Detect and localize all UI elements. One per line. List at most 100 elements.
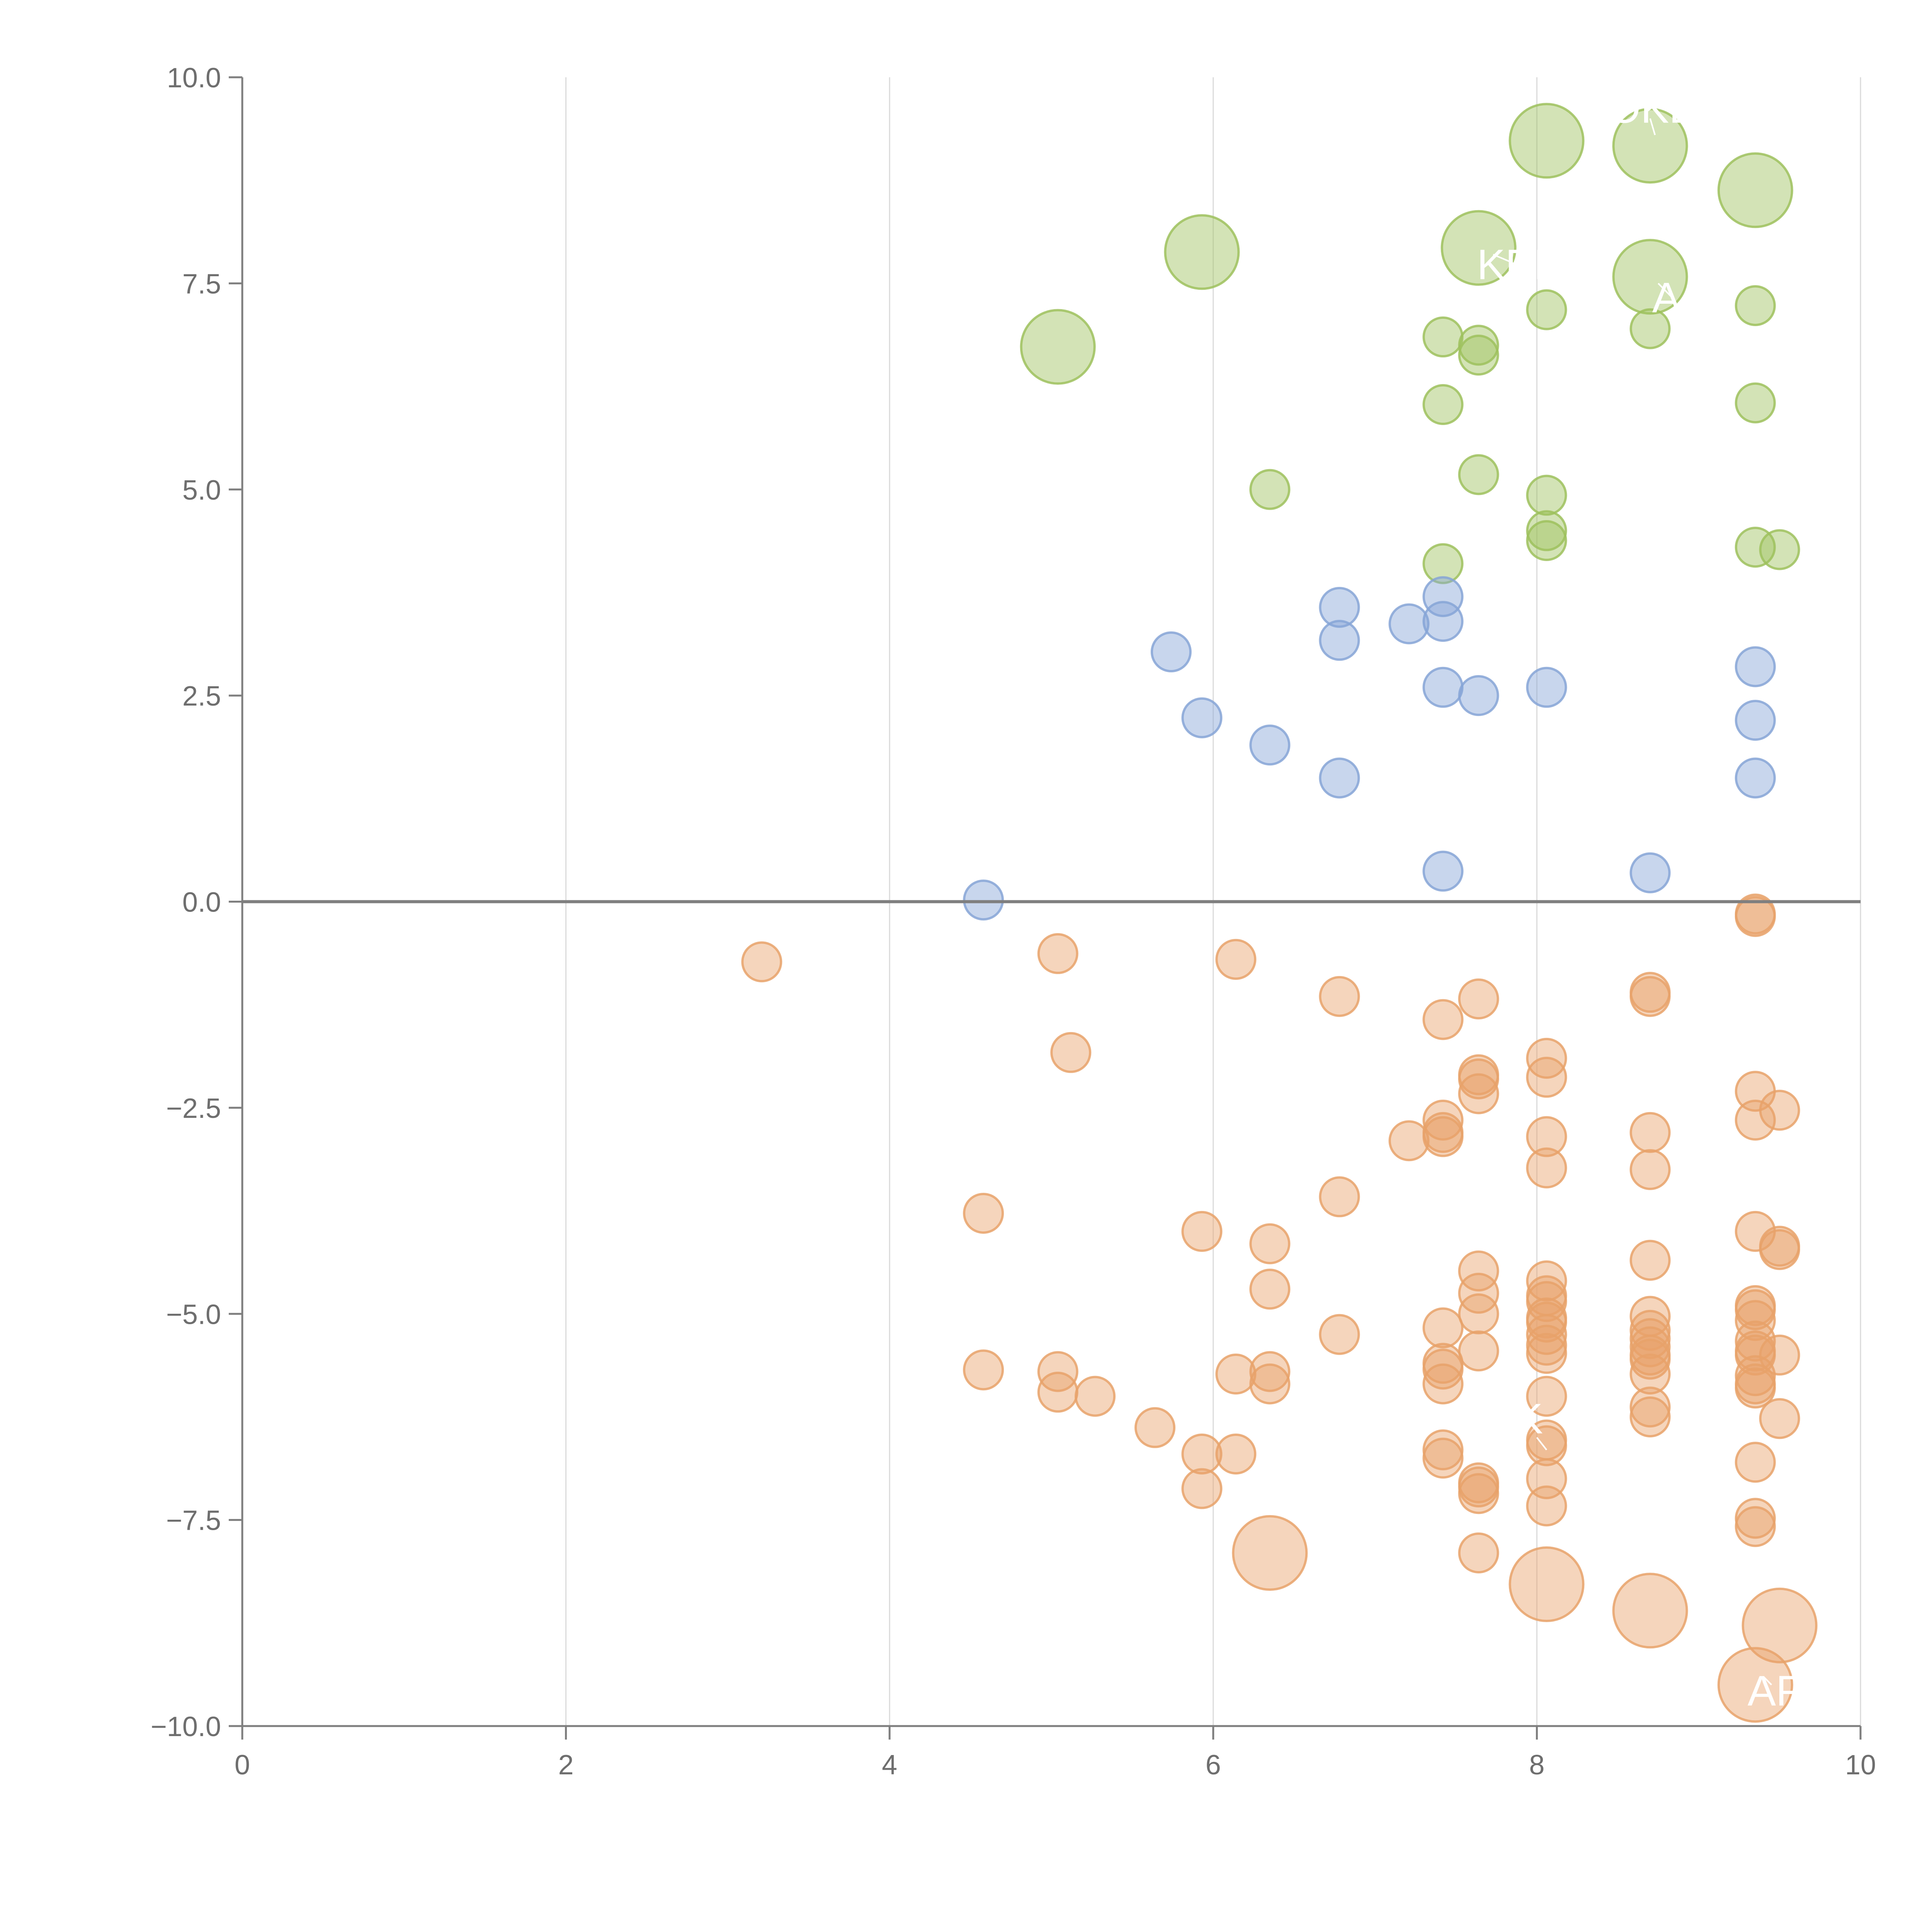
annotation-label: A: [1652, 274, 1681, 321]
axes: 0 2 4 6 8 10 −10.0 −7.5 −5.0 −2.5 0.0 2.5 5.0 7.5 10.0: [151, 63, 1876, 1781]
x-tick-label: 8: [1529, 1750, 1544, 1781]
orange-point: [1181, 1433, 1223, 1475]
orange-point: [1134, 1407, 1176, 1448]
orange-point: [1249, 1363, 1291, 1405]
green-point: [1612, 239, 1688, 315]
x-tick-label: 2: [558, 1750, 574, 1781]
green-point: [1458, 325, 1499, 366]
orange-point: [1629, 1396, 1671, 1437]
blue-point: [1629, 852, 1671, 893]
orange-point: [1215, 1433, 1257, 1475]
green-point: [1526, 510, 1567, 551]
blue-point: [1150, 631, 1192, 673]
orange-point: [1629, 1386, 1671, 1428]
orange-point: [1458, 978, 1499, 1020]
green-point: [1422, 543, 1464, 584]
orange-point: [1735, 1289, 1776, 1330]
orange-point: [1422, 999, 1464, 1040]
orange-point: [1735, 1442, 1776, 1483]
orange-point: [1458, 1272, 1499, 1314]
orange-point: [1526, 1425, 1567, 1466]
blue-point: [1422, 576, 1464, 617]
annotation-leader: [1493, 253, 1513, 264]
orange-point: [1458, 1330, 1499, 1372]
orange-point: [1742, 1587, 1818, 1663]
orange-point: [1458, 1073, 1499, 1114]
orange-point: [1735, 1099, 1776, 1141]
orange-point: [1249, 1351, 1291, 1392]
blue-point: [1249, 724, 1291, 766]
orange-point: [1717, 1647, 1793, 1723]
x-tick-label: 0: [235, 1750, 250, 1781]
orange-point: [1759, 1229, 1800, 1270]
orange-point: [1215, 1353, 1257, 1395]
green-point: [1458, 334, 1499, 376]
orange-point: [1388, 1120, 1430, 1162]
green-point: [1249, 469, 1291, 510]
orange-point: [1422, 1099, 1464, 1141]
orange-point: [1037, 1371, 1078, 1413]
green-point: [1629, 308, 1671, 349]
orange-point: [1422, 1307, 1464, 1349]
blue-point: [1422, 601, 1464, 642]
annotation-leader: [1536, 1437, 1548, 1451]
green-point: [1422, 316, 1464, 358]
orange-point: [1422, 1349, 1464, 1390]
y-tick-label: −10.0: [151, 1711, 221, 1742]
orange-point: [1215, 939, 1257, 980]
blue-point: [1319, 620, 1360, 661]
y-tick-label: 2.5: [182, 681, 221, 712]
green-point: [1458, 454, 1499, 495]
green-point: [1612, 108, 1688, 184]
orange-point: [1458, 1058, 1499, 1100]
blue-point: [1422, 850, 1464, 892]
blue-point: [1458, 675, 1499, 716]
orange-point: [1037, 933, 1078, 974]
blue-point: [1735, 757, 1776, 799]
green-point: [1526, 289, 1567, 330]
orange-point: [1319, 1314, 1360, 1355]
orange-point: [1458, 1250, 1499, 1292]
orange-point: [1526, 1376, 1567, 1417]
orange-point: [1629, 1149, 1671, 1190]
blue-point: [1319, 587, 1360, 628]
orange-point: [1735, 1300, 1776, 1341]
orange-point: [1612, 1573, 1688, 1649]
orange-point: [1509, 1546, 1585, 1622]
green-point: [1735, 382, 1776, 423]
orange-point: [1422, 1437, 1464, 1479]
annotation-leader: [1658, 282, 1675, 301]
orange-point: [1526, 1147, 1567, 1189]
y-tick-label: −7.5: [166, 1505, 221, 1536]
y-tick-label: 0.0: [182, 887, 221, 918]
orange-point: [1458, 1532, 1499, 1573]
orange-point: [1735, 1506, 1776, 1547]
x-tick-label: 6: [1206, 1750, 1221, 1781]
orange-point: [1629, 1112, 1671, 1153]
green-point: [1422, 384, 1464, 425]
annotation-leader: [1649, 118, 1656, 135]
orange-point: [1422, 1363, 1464, 1405]
green-point: [1440, 210, 1517, 286]
orange-point: [1526, 1056, 1567, 1098]
orange-point: [1526, 1485, 1567, 1527]
green-point: [1735, 285, 1776, 326]
annotation-label: K: [1515, 1395, 1543, 1443]
y-tick-label: −5.0: [166, 1299, 221, 1330]
orange-point: [1181, 1211, 1223, 1252]
orange-point: [1232, 1515, 1308, 1591]
green-point: [1526, 474, 1567, 516]
orange-point: [1629, 1338, 1671, 1380]
y-tick-label: 10.0: [167, 63, 221, 94]
orange-point: [1181, 1468, 1223, 1509]
orange-point: [1526, 1281, 1567, 1322]
annotation-label: KEN: [1477, 241, 1564, 289]
green-point: [1164, 214, 1240, 290]
orange-point: [1037, 1351, 1078, 1392]
orange-point: [1526, 1333, 1567, 1374]
orange-point: [1075, 1376, 1116, 1417]
blue-point: [1319, 757, 1360, 799]
orange-point: [1526, 1116, 1567, 1157]
blue-point: [1735, 646, 1776, 687]
